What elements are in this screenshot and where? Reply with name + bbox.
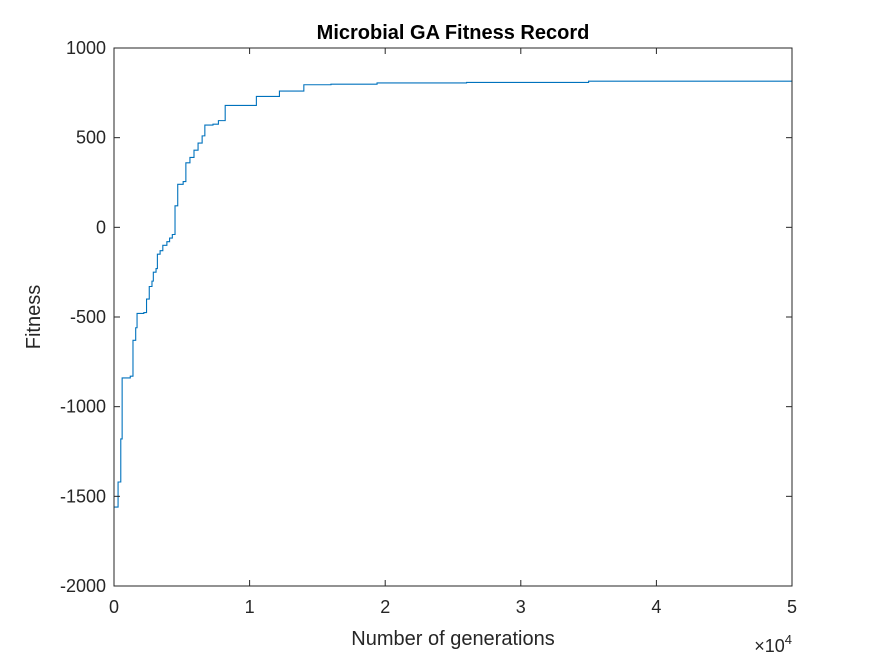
x-exponent-base: ×10 (754, 636, 785, 656)
chart-title: Microbial GA Fitness Record (317, 22, 590, 44)
x-axis-label: Number of generations (351, 628, 554, 650)
plot-area (114, 80, 793, 508)
x-tick-label: 5 (787, 597, 797, 617)
series-line-1 (114, 80, 793, 508)
x-tick-label: 3 (516, 597, 526, 617)
x-tick-label: 1 (245, 597, 255, 617)
y-tick-label: -2000 (60, 576, 106, 596)
x-tick-label: 4 (651, 597, 661, 617)
x-exponent-power: 4 (785, 632, 792, 647)
x-tick-label: 2 (380, 597, 390, 617)
y-tick-label: -1500 (60, 486, 106, 506)
y-tick-label: 1000 (66, 38, 106, 58)
y-tick-label: 0 (96, 217, 106, 237)
x-axis-exponent: ×104 (754, 632, 792, 656)
axes-box (113, 47, 793, 587)
y-axis-label: Fitness (23, 285, 45, 349)
axes: 0 1 2 3 4 5 -2000 -1500 -1000 -500 0 500 1000 (60, 38, 797, 617)
y-tick-label: 500 (76, 128, 106, 148)
x-tick-label: 0 (109, 597, 119, 617)
y-tick-label: -500 (70, 307, 106, 327)
y-tick-label: -1000 (60, 397, 106, 417)
